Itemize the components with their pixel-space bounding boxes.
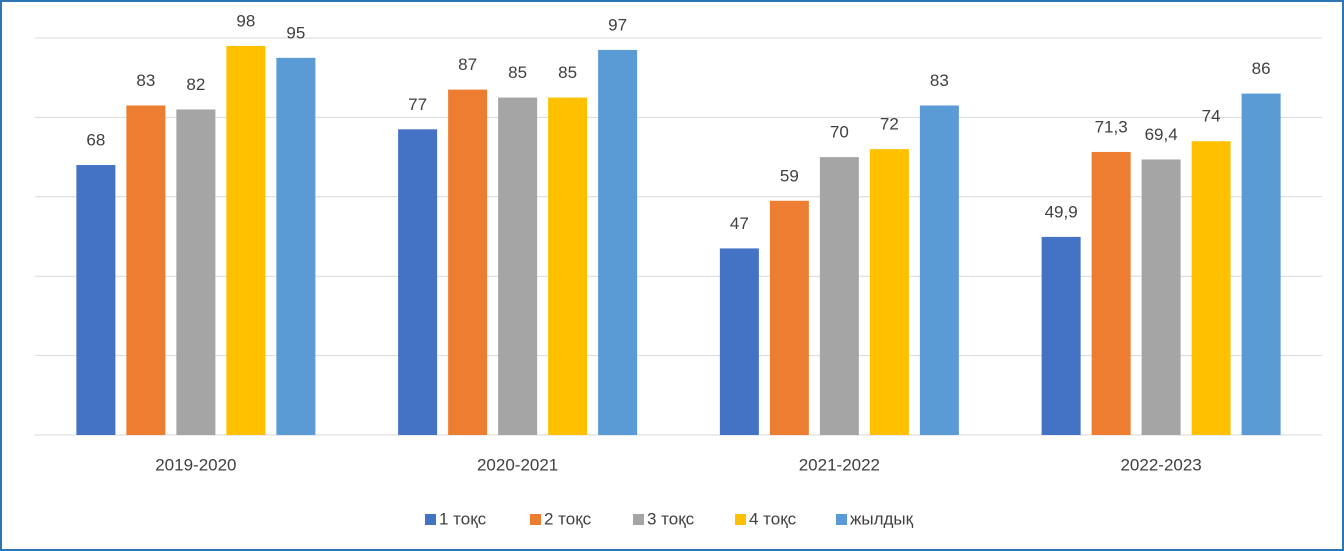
legend-swatch [836, 514, 847, 525]
legend-label: 4 тоқс [749, 509, 797, 528]
bar [1141, 159, 1181, 435]
bar [819, 157, 859, 435]
bar [719, 248, 759, 435]
legend-label: 1 тоқс [439, 509, 487, 528]
data-label: 71,3 [1095, 117, 1128, 136]
bar [176, 109, 216, 436]
data-label: 85 [558, 63, 577, 82]
bar [869, 149, 909, 435]
data-label: 47 [730, 214, 749, 233]
bar [1191, 141, 1231, 435]
data-label: 98 [236, 11, 255, 30]
bar [498, 97, 538, 436]
data-label: 83 [930, 71, 949, 90]
legend-label: 3 тоқс [647, 509, 695, 528]
legend-swatch [633, 514, 644, 525]
bar [448, 89, 488, 436]
x-tick-label: 2021-2022 [799, 455, 880, 474]
bar [398, 129, 438, 435]
data-label: 85 [508, 63, 527, 82]
data-label: 49,9 [1045, 202, 1078, 221]
data-label: 74 [1202, 107, 1221, 126]
bar [76, 165, 116, 436]
bar [226, 45, 266, 435]
legend-swatch [735, 514, 746, 525]
legend-label: жылдық [850, 509, 914, 528]
data-label: 69,4 [1145, 125, 1178, 144]
bar [769, 200, 809, 435]
bar [1241, 93, 1281, 435]
x-tick-label: 2019-2020 [155, 455, 236, 474]
data-label: 86 [1252, 59, 1271, 78]
bar [126, 105, 166, 436]
x-tick-label: 2022-2023 [1120, 455, 1201, 474]
bar [1091, 151, 1131, 435]
data-label: 97 [608, 15, 627, 34]
data-label: 95 [286, 23, 305, 42]
data-label: 82 [186, 75, 205, 94]
bar [276, 57, 316, 435]
legend-label: 2 тоқс [544, 509, 592, 528]
bar [1041, 236, 1081, 435]
bar [919, 105, 959, 436]
data-label: 87 [458, 55, 477, 74]
bar [548, 97, 588, 436]
data-label: 77 [408, 95, 427, 114]
data-label: 68 [86, 131, 105, 150]
data-label: 59 [780, 166, 799, 185]
bar [598, 49, 638, 435]
data-label: 83 [136, 71, 155, 90]
x-tick-label: 2020-2021 [477, 455, 558, 474]
legend-swatch [425, 514, 436, 525]
data-label: 70 [830, 123, 849, 142]
data-label: 72 [880, 115, 899, 134]
legend-swatch [530, 514, 541, 525]
